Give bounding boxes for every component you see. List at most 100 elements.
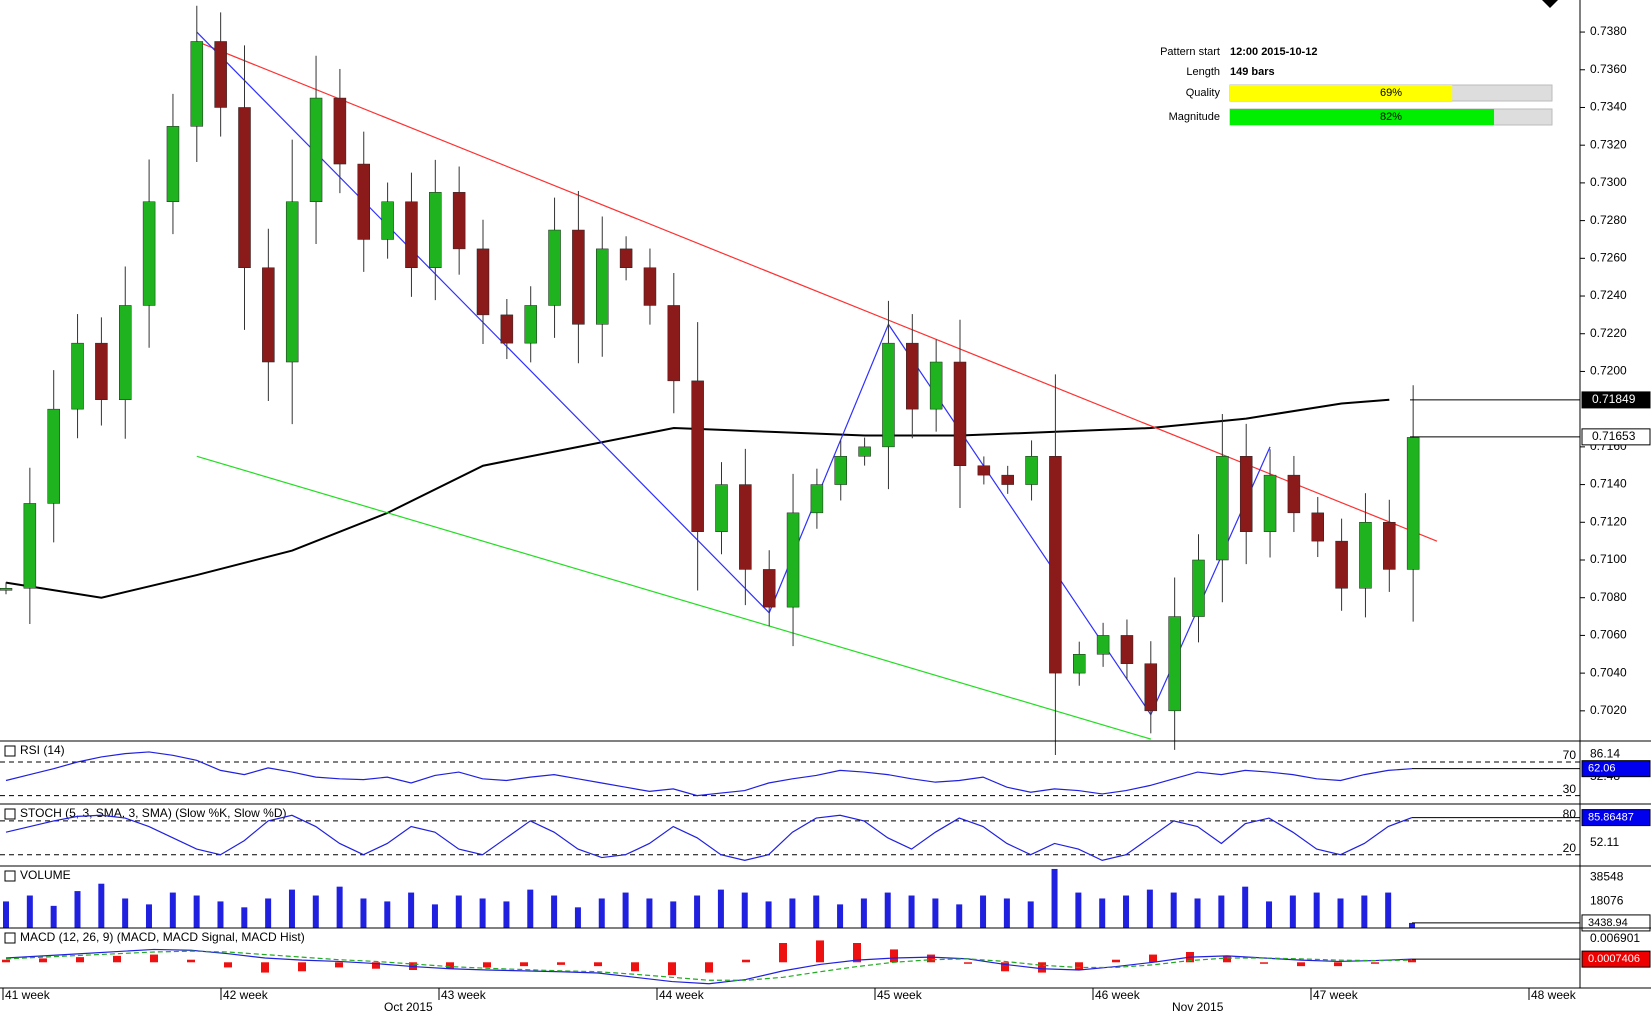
level-label: 20 [1563,841,1577,855]
candle [810,484,824,514]
macd-hist [261,962,269,973]
candle [715,484,728,532]
candle [1049,456,1062,674]
candle [119,305,132,400]
volume-bar [193,895,200,928]
macd-hist [668,962,676,976]
current-label: 0.0007406 [1588,953,1640,965]
volume-bar [670,901,677,928]
x-tick-label: 44 week [659,988,705,1002]
volume-bar [1146,889,1153,928]
y-tick-label: 0.7120 [1590,514,1627,528]
candle [262,267,275,363]
macd-hist [853,943,861,963]
candle [1025,456,1038,485]
volume-bar [455,895,462,928]
price-box [1581,428,1651,446]
y-tick-label: 0.7200 [1590,364,1627,378]
volume-bar [1337,898,1344,928]
candle [333,97,347,165]
volume-bar [574,907,581,928]
y-tick-label: 0.7340 [1590,100,1627,114]
candle [667,305,681,382]
candle [405,201,418,268]
candle [500,314,514,344]
macd-hist [964,962,972,964]
macd-hist [1075,962,1083,970]
macd-hist [1371,962,1379,964]
macd-hist [779,943,787,963]
panel-title: MACD (12, 26, 9) (MACD, MACD Signal, MAC… [20,930,305,944]
volume-bar [50,905,57,928]
bar-label: 82% [1380,111,1402,123]
candle [452,192,466,250]
candle [71,342,84,410]
candle [309,97,323,202]
macd-hist [187,959,195,963]
y-tick-label: 38548 [1590,869,1624,883]
level-label: 30 [1563,782,1577,796]
candle [238,107,251,268]
overlay-line [5,398,1390,599]
macd-hist [1112,959,1120,963]
panel-icon [4,808,16,820]
x-tick-label: 43 week [441,988,487,1002]
volume-bar [1218,895,1225,928]
y-tick-label: 0.7040 [1590,665,1627,679]
current-box [1581,950,1651,968]
volume-bar [741,892,748,928]
macd-hist [39,958,47,963]
volume-bar [384,901,391,928]
volume-bar [74,891,81,928]
volume-bar [288,889,295,928]
macd-hist [76,957,84,963]
macd-hist [1001,962,1009,972]
candle [572,229,585,325]
candle [357,163,370,240]
candle [95,342,108,400]
candle [1144,663,1158,712]
volume-bar [813,895,820,928]
panel-icon [4,870,16,882]
candle [476,248,490,316]
candle [47,408,60,504]
macd-hist [816,940,824,963]
y-tick-label: 0.7100 [1590,552,1627,566]
candle [1239,456,1253,532]
volume-bar [646,898,653,928]
candle [929,361,943,410]
candle [429,192,442,268]
month-label: Nov 2015 [1172,1000,1224,1014]
volume-bar [3,901,9,928]
volume-bar [431,904,438,928]
macd-hist [1223,955,1231,963]
volume-bar [1003,898,1010,928]
candle [285,201,299,363]
current-box [1581,809,1651,827]
price-label: 0.71849 [1592,392,1636,406]
candle [381,201,394,240]
x-tick-label: 48 week [1531,988,1577,1002]
bar [1230,109,1495,125]
candle [190,41,204,127]
macd-hist [224,962,232,968]
stoch-k [5,814,1413,861]
candle [548,229,561,306]
volume-bar [169,892,176,928]
candle [882,342,895,448]
volume-bar [217,901,224,928]
macd-hist [1149,954,1157,963]
candle [142,201,156,306]
macd-hist [742,959,750,963]
macd-hist [890,949,898,963]
menu-arrow[interactable] [1542,0,1558,8]
x-tick-label: 47 week [1313,988,1359,1002]
panel-title: VOLUME [20,868,71,882]
candle [977,465,991,476]
panel-icon [4,745,16,757]
volume-bar [1385,892,1392,928]
y-tick-label: 0.006901 [1590,931,1640,945]
volume-bar [598,898,605,928]
volume-bar [145,904,152,928]
